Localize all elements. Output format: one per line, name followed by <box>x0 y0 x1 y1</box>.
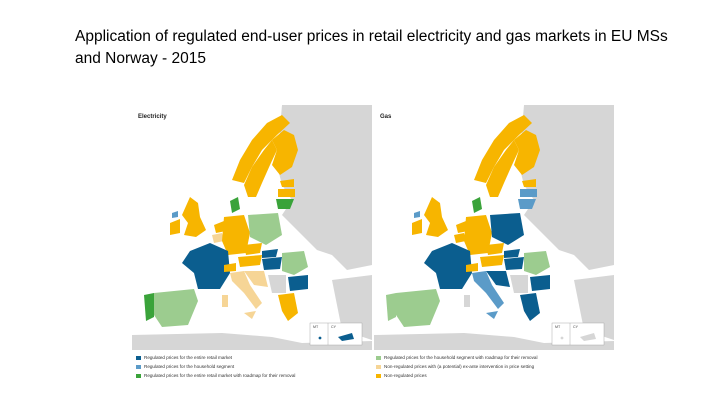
country-austria <box>480 255 504 267</box>
inset-cyprus-label: CY <box>331 325 337 329</box>
legend-swatch <box>136 355 141 360</box>
country-northern-ireland <box>414 211 420 218</box>
country-balkans <box>268 275 286 293</box>
country-denmark <box>472 197 482 213</box>
legend-swatch <box>376 373 381 378</box>
country-belgium <box>212 233 224 243</box>
country-cyprus <box>580 333 596 341</box>
legend-item: Non-regulated prices with (a potential) … <box>376 363 534 370</box>
legend-swatch <box>136 373 141 378</box>
country-finland <box>514 130 540 175</box>
country-austria <box>238 255 262 267</box>
country-sweden <box>244 140 277 197</box>
country-latvia <box>520 189 537 197</box>
background-land <box>519 105 614 270</box>
gas-map-label: Gas <box>380 114 392 120</box>
legend-label: Non-regulated prices with (a potential) … <box>384 364 535 369</box>
country-estonia <box>522 179 536 187</box>
country-italy <box>472 271 504 309</box>
legend-item: Regulated prices for the household segme… <box>376 354 537 361</box>
legend-swatch <box>136 364 141 369</box>
country-malta <box>318 336 322 340</box>
country-portugal <box>144 293 154 321</box>
country-italy-sicily <box>244 311 256 319</box>
country-slovenia-croatia <box>244 271 268 287</box>
country-uk <box>424 197 448 237</box>
country-switzerland <box>466 263 478 272</box>
gas-map: MT CY <box>374 105 614 350</box>
inset-cyprus-label: CY <box>573 325 579 329</box>
country-latvia <box>278 189 295 197</box>
country-lithuania <box>518 199 536 209</box>
country-switzerland <box>224 263 236 272</box>
country-slovenia-croatia <box>486 271 510 287</box>
country-poland <box>248 213 282 245</box>
legend-item: Regulated prices for the entire retail m… <box>136 372 295 379</box>
country-italy-sicily <box>486 311 498 319</box>
country-italy-sardinia <box>464 295 470 307</box>
legend-label: Regulated prices for the entire retail m… <box>144 355 233 360</box>
legend-label: Non-regulated prices <box>384 373 427 378</box>
country-spain <box>396 289 440 327</box>
background-land <box>374 333 614 350</box>
country-norway <box>474 115 532 183</box>
country-poland <box>490 213 524 245</box>
country-sweden <box>486 140 519 197</box>
country-balkans <box>510 275 528 293</box>
electricity-map: MT CY <box>132 105 372 350</box>
country-slovakia <box>504 249 520 258</box>
country-lithuania <box>276 199 294 209</box>
country-italy-sardinia <box>222 295 228 307</box>
legend-label: Regulated prices for the household segme… <box>384 355 538 360</box>
legend-swatch <box>376 355 381 360</box>
map-legend: Regulated prices for the entire retail m… <box>132 352 614 388</box>
country-ireland <box>412 219 422 235</box>
country-cyprus <box>338 333 354 341</box>
electricity-map-label: Electricity <box>138 114 167 120</box>
country-hungary <box>504 257 524 270</box>
maps-panel: MT CY Electricity <box>132 105 614 392</box>
country-greece <box>520 293 540 321</box>
country-bulgaria <box>288 275 308 291</box>
country-spain <box>154 289 198 327</box>
country-uk <box>182 197 206 237</box>
country-germany <box>222 215 250 255</box>
country-portugal <box>386 293 396 321</box>
legend-swatch <box>376 364 381 369</box>
country-france <box>182 243 230 289</box>
country-northern-ireland <box>172 211 178 218</box>
country-france <box>424 243 472 289</box>
country-estonia <box>280 179 294 187</box>
country-romania <box>282 251 308 275</box>
country-norway <box>232 115 290 183</box>
country-czech <box>486 243 504 255</box>
background-land <box>277 105 372 270</box>
country-italy <box>230 271 262 309</box>
country-malta <box>560 336 564 340</box>
country-denmark <box>230 197 240 213</box>
country-hungary <box>262 257 282 270</box>
country-ireland <box>170 219 180 235</box>
country-czech <box>244 243 262 255</box>
inset-malta-label: MT <box>313 325 319 329</box>
country-finland <box>272 130 298 175</box>
legend-label: Regulated prices for the entire retail m… <box>144 373 296 378</box>
country-greece <box>278 293 298 321</box>
slide-title: Application of regulated end-user prices… <box>75 28 668 67</box>
background-land <box>132 333 372 350</box>
legend-label: Regulated prices for the household segme… <box>144 364 235 369</box>
country-romania <box>524 251 550 275</box>
country-bulgaria <box>530 275 550 291</box>
legend-item: Non-regulated prices <box>376 372 427 379</box>
legend-item: Regulated prices for the household segme… <box>136 363 234 370</box>
country-slovakia <box>262 249 278 258</box>
inset-malta-label: MT <box>555 325 561 329</box>
legend-item: Regulated prices for the entire retail m… <box>136 354 232 361</box>
country-belgium <box>454 233 466 243</box>
country-germany <box>464 215 492 255</box>
